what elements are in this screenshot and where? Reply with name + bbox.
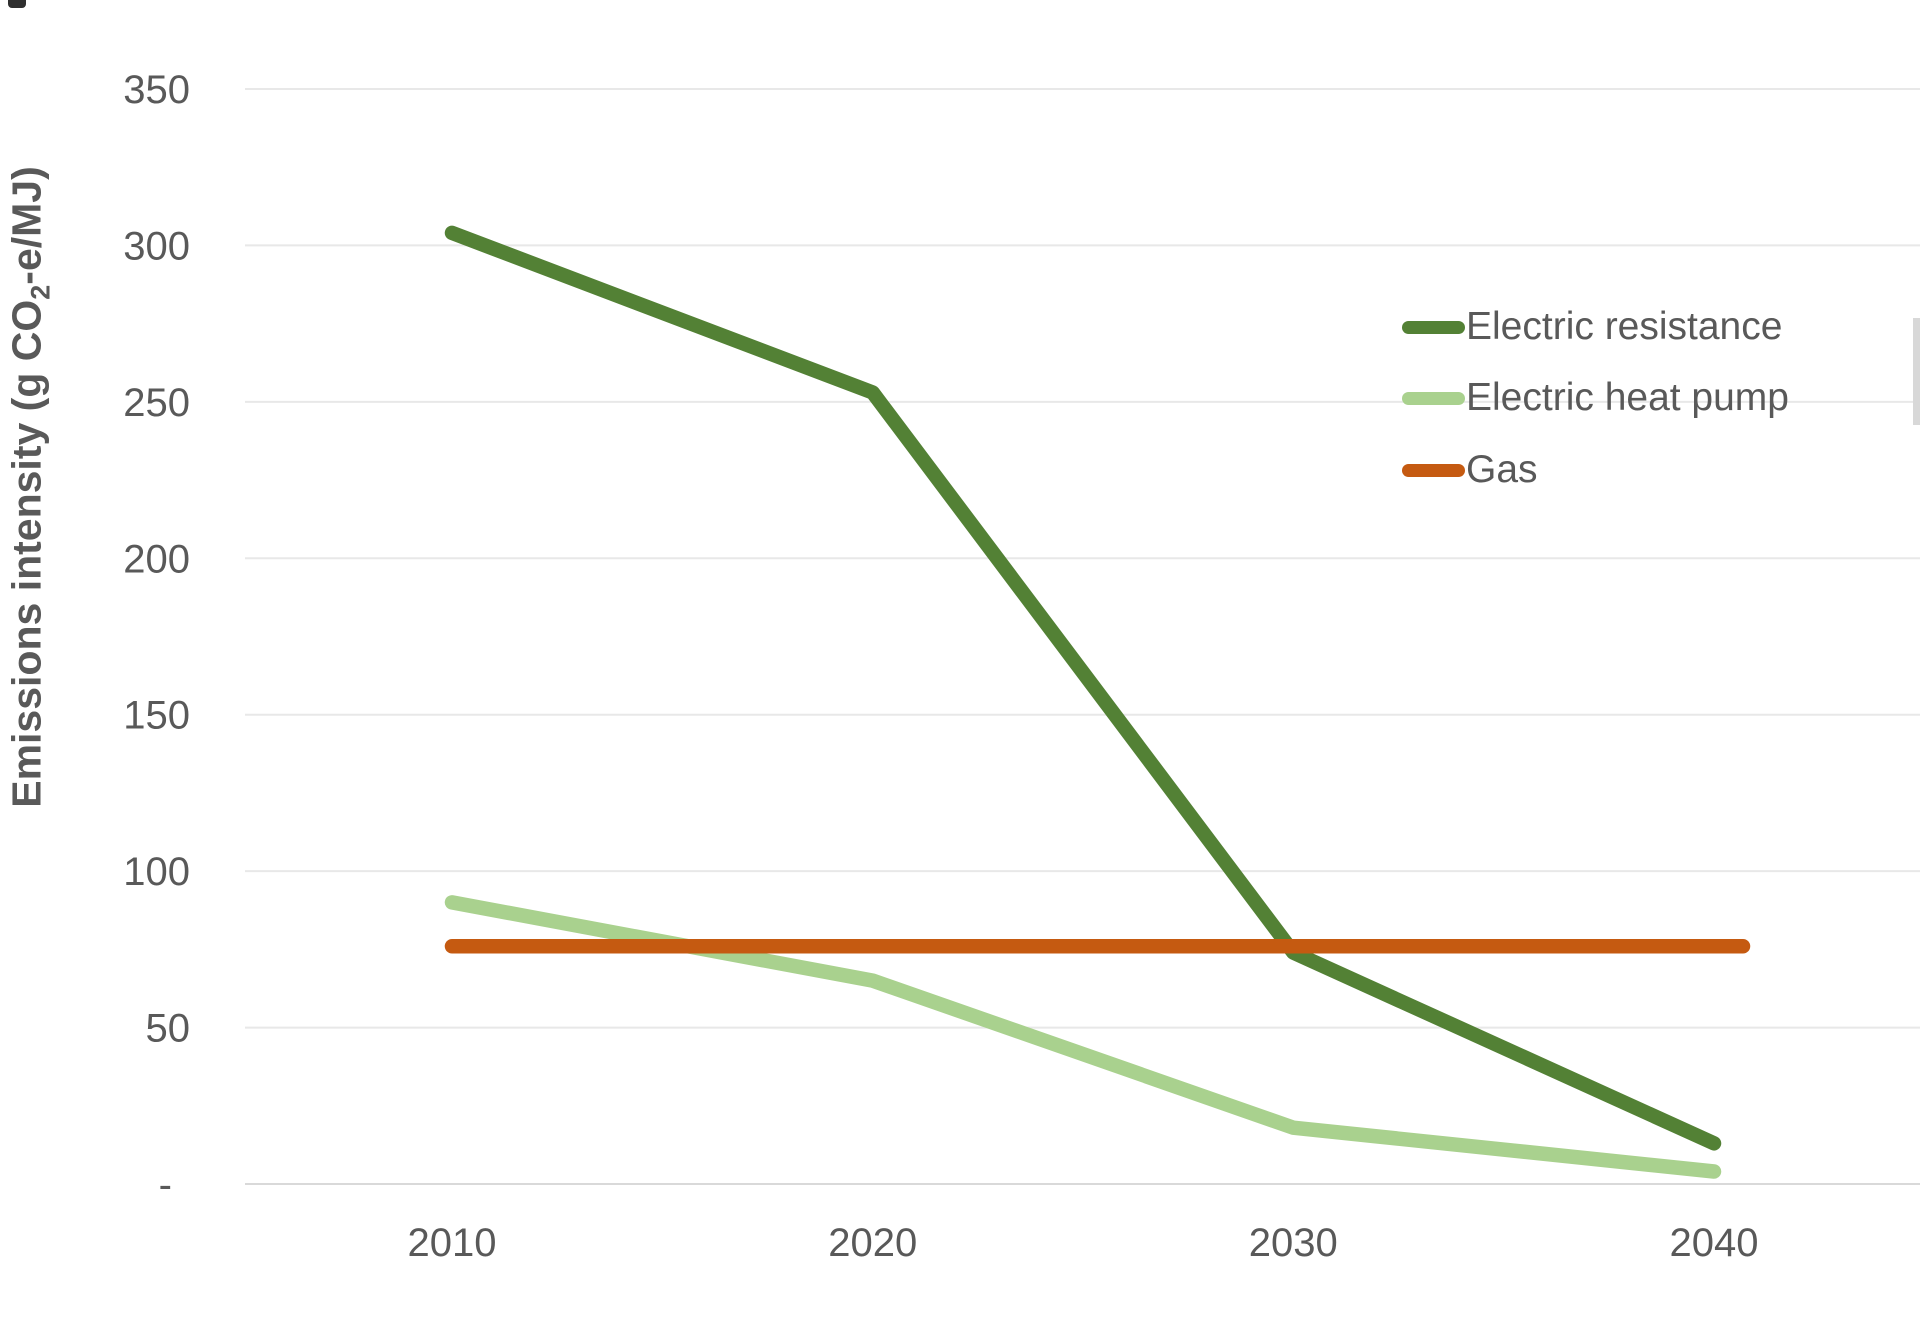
- y-axis-title-subscript: 2: [25, 284, 56, 300]
- y-tick-250: 250: [123, 381, 190, 425]
- y-axis-title: Emissions intensity (g CO2-e/MJ): [3, 166, 56, 808]
- x-tick-2010: 2010: [408, 1221, 497, 1265]
- legend-item-electric-heat-pump: Electric heat pump: [1402, 377, 1789, 419]
- y-tick-150: 150: [123, 694, 190, 738]
- y-tick-200: 200: [123, 537, 190, 581]
- y-axis-title-suffix: -e/MJ): [3, 166, 50, 285]
- legend-label-electric-resistance: Electric resistance: [1466, 305, 1783, 348]
- legend-marker-gas: [1402, 463, 1465, 477]
- legend-marker-electric-resistance: [1402, 320, 1465, 334]
- legend-item-electric-resistance: Electric resistance: [1402, 306, 1782, 348]
- x-tick-2020: 2020: [828, 1221, 917, 1265]
- screenshot-corner-artifact: [8, 0, 26, 8]
- x-tick-2040: 2040: [1670, 1221, 1759, 1265]
- legend-marker-electric-heat-pump: [1402, 391, 1465, 405]
- series-line-electric-resistance: [444, 225, 1722, 1151]
- y-tick-100: 100: [123, 850, 190, 894]
- legend-label-electric-heat-pump: Electric heat pump: [1466, 376, 1789, 419]
- y-tick-0: -: [159, 1163, 172, 1207]
- right-edge-artifact: [1913, 318, 1920, 425]
- y-tick-300: 300: [123, 224, 190, 268]
- y-tick-50: 50: [146, 1007, 191, 1051]
- y-tick-350: 350: [123, 68, 190, 112]
- legend-item-gas: Gas: [1402, 449, 1538, 491]
- y-axis-title-text: Emissions intensity (g CO: [3, 299, 50, 808]
- x-tick-2030: 2030: [1249, 1221, 1338, 1265]
- legend-label-gas: Gas: [1466, 448, 1538, 491]
